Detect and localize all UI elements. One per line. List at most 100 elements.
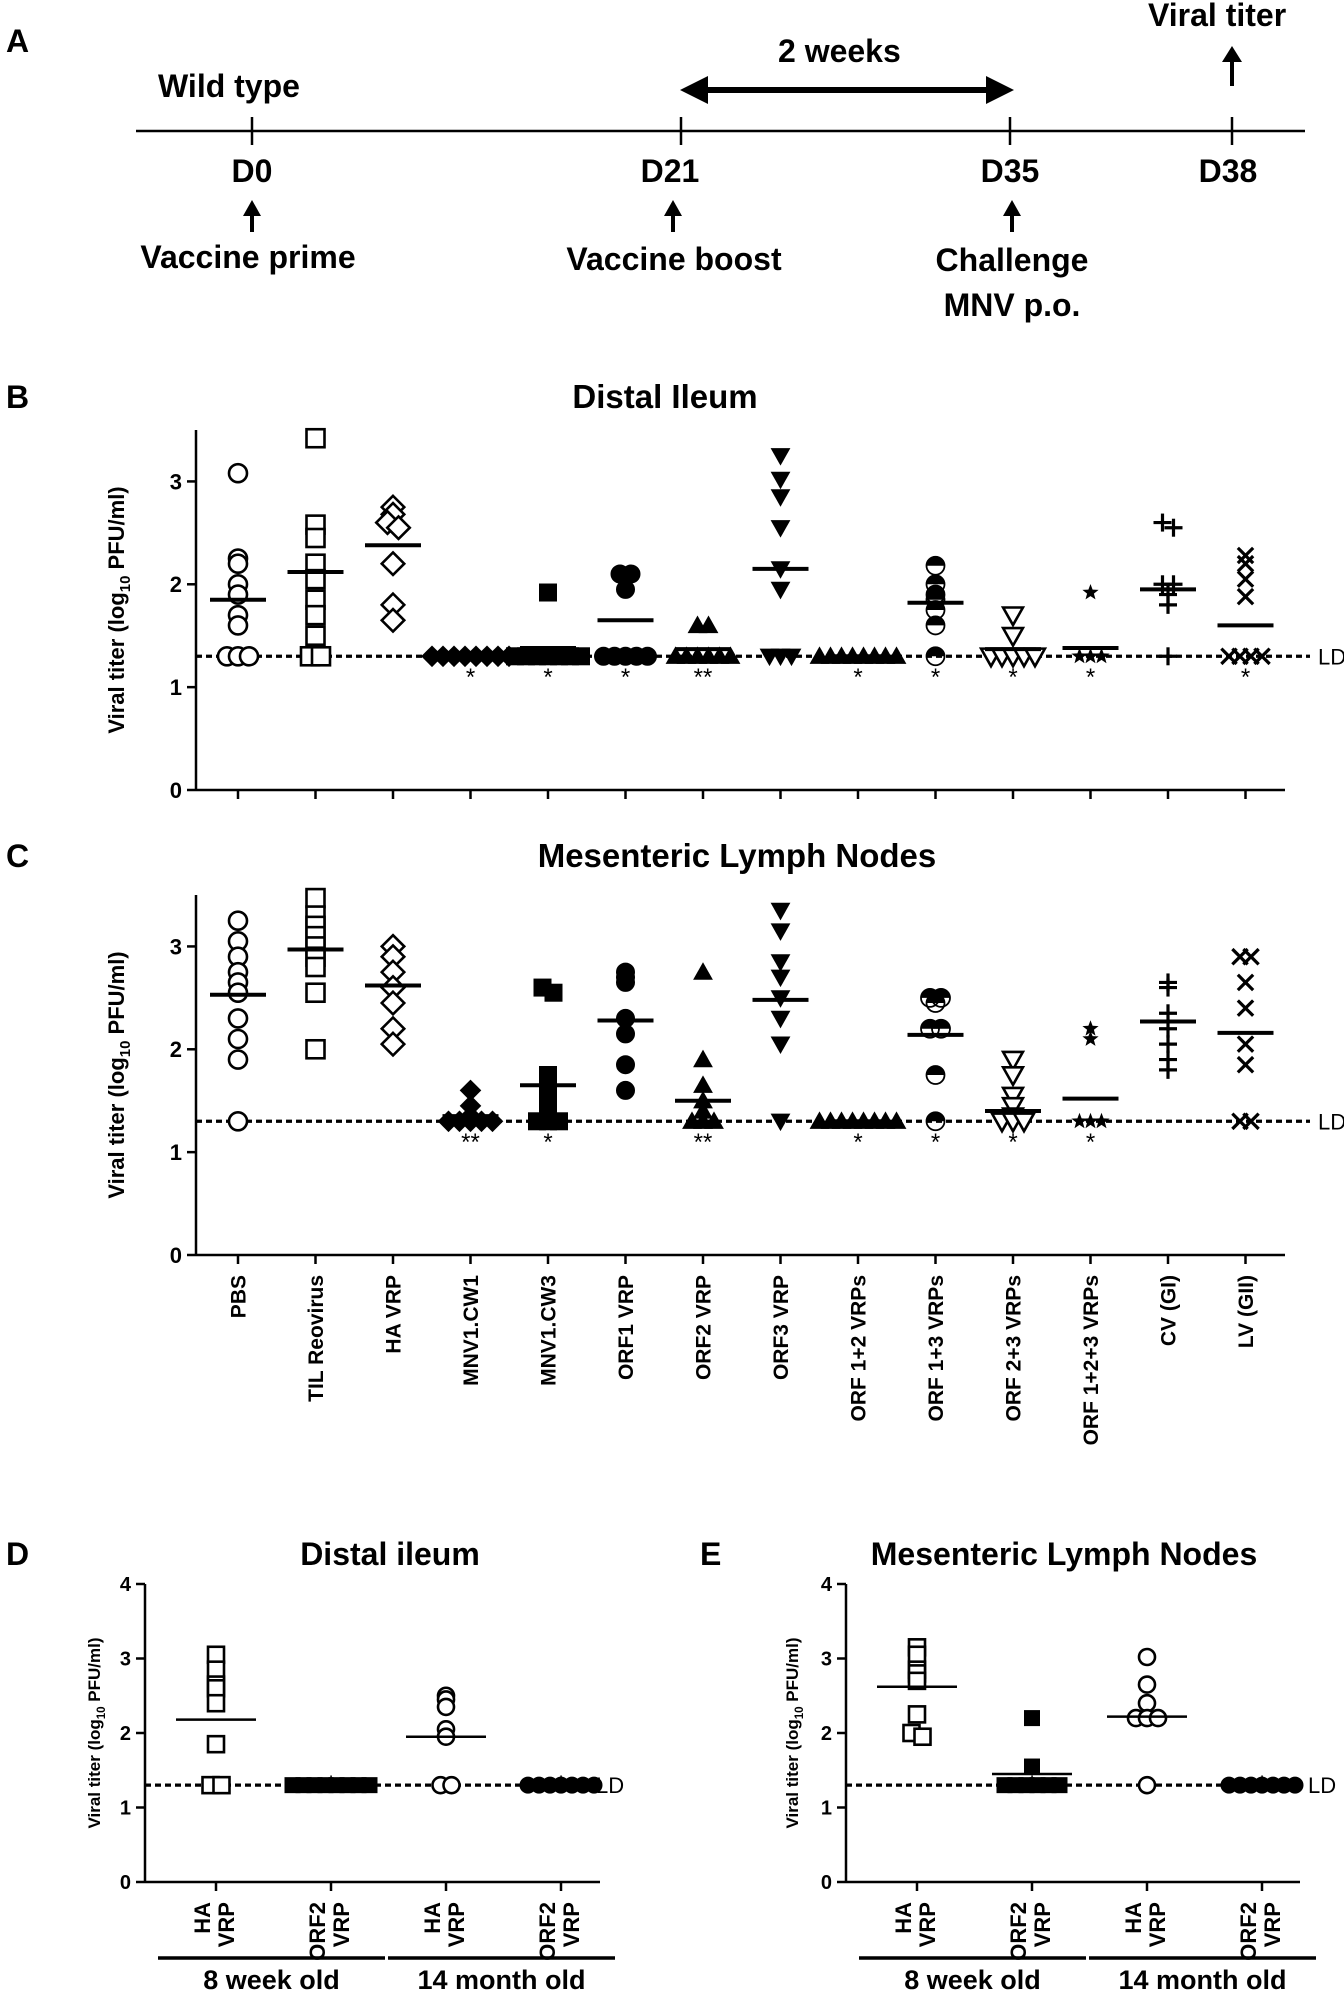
significance-mark: * xyxy=(1008,664,1017,691)
data-point-top xyxy=(926,1066,945,1075)
data-point xyxy=(1093,1112,1110,1129)
data-point xyxy=(206,1645,226,1665)
data-point xyxy=(227,1049,249,1070)
y-tick-label: 3 xyxy=(170,469,182,494)
data-point-b xyxy=(1236,999,1255,1017)
data-point xyxy=(770,581,791,600)
category-label: ORF3 VRP xyxy=(770,1275,793,1380)
data-point xyxy=(238,645,260,667)
significance-mark: * xyxy=(853,1129,862,1156)
data-point xyxy=(227,615,249,636)
data-point xyxy=(1000,1050,1026,1073)
data-point-top xyxy=(932,1019,950,1029)
y-tick-label: 0 xyxy=(170,1243,182,1268)
panel-b-chart: B Distal Ileum 0 1 2 3 Viral titer (log10 PFU/… xyxy=(6,378,1344,803)
data-point-top xyxy=(926,590,945,600)
data-point xyxy=(379,550,407,577)
data-point xyxy=(227,1110,249,1132)
data-point xyxy=(1137,1675,1157,1694)
data-point xyxy=(310,645,332,667)
data-point xyxy=(539,1096,557,1115)
data-point xyxy=(907,1671,927,1691)
data-point xyxy=(770,520,791,538)
data-point-b xyxy=(1236,973,1255,992)
significance-mark: * xyxy=(853,664,862,691)
data-point xyxy=(481,1110,504,1133)
data-point xyxy=(693,962,713,980)
category-label: ORF 2+3 VRPs xyxy=(1002,1275,1025,1421)
category-label: PBS xyxy=(227,1275,250,1318)
data-point xyxy=(212,1775,231,1795)
event-label-boost: Vaccine boost xyxy=(566,241,782,277)
y-tick-label: 0 xyxy=(821,1872,832,1894)
y-tick-label: 1 xyxy=(170,1140,182,1165)
panel-title: Distal Ileum xyxy=(572,378,757,415)
panel-d-chart: D Distal ileum 0 1 2 3 4 Viral titer (log10 PFU… xyxy=(6,1536,624,1995)
data-point xyxy=(544,983,563,1002)
day-label-d21: D21 xyxy=(641,153,700,189)
data-point xyxy=(1236,1035,1255,1053)
y-tick-label: 3 xyxy=(170,934,182,959)
data-point xyxy=(770,471,791,490)
category-label: VRP xyxy=(214,1902,239,1947)
data-point xyxy=(907,1645,927,1665)
detection-limit-label: LD xyxy=(1318,1109,1344,1134)
panel-letter: B xyxy=(6,379,29,415)
data-point-b xyxy=(1236,554,1255,573)
data-point xyxy=(1071,1112,1088,1129)
data-point xyxy=(925,993,946,1013)
significance-mark: ** xyxy=(694,664,713,691)
data-point xyxy=(227,910,249,932)
data-point xyxy=(693,1075,713,1093)
data-point xyxy=(1137,1647,1157,1667)
data-point xyxy=(385,514,412,541)
data-point xyxy=(305,1038,326,1060)
data-point xyxy=(931,1018,951,1039)
y-tick-label: 2 xyxy=(170,572,182,597)
data-point xyxy=(1071,647,1088,664)
data-point xyxy=(1082,1112,1099,1129)
y-tick-label: 4 xyxy=(821,1574,833,1596)
data-point xyxy=(305,527,326,549)
significance-mark: * xyxy=(556,1771,565,1798)
data-point xyxy=(1236,973,1255,992)
panel-letter: E xyxy=(700,1536,721,1572)
panel-title: Mesenteric Lymph Nodes xyxy=(871,1536,1257,1572)
event-label-challenge: Challenge xyxy=(936,242,1089,278)
significance-mark: ** xyxy=(694,1129,713,1156)
y-axis-label: Viral titer (log10 PFU/ml) xyxy=(783,1637,806,1828)
y-tick-label: 2 xyxy=(170,1037,182,1062)
data-point xyxy=(421,645,443,668)
category-label: HA xyxy=(1121,1902,1146,1934)
category-label: VRP xyxy=(1260,1902,1285,1947)
data-point xyxy=(227,1008,249,1029)
data-point xyxy=(770,1113,791,1132)
data-point xyxy=(1024,1710,1040,1727)
data-point xyxy=(770,489,791,507)
data-point xyxy=(1000,606,1026,628)
data-point xyxy=(693,1049,713,1068)
data-point xyxy=(770,1036,791,1055)
data-point xyxy=(770,902,791,921)
data-point xyxy=(1011,1112,1037,1134)
data-point xyxy=(770,923,791,941)
category-label: VRP xyxy=(915,1902,940,1947)
data-point xyxy=(1159,978,1177,997)
data-point xyxy=(442,1775,461,1795)
data-point-ring xyxy=(931,1018,951,1039)
y-axis-label: Viral titer (log10 PFU/ml) xyxy=(85,1637,108,1828)
data-point xyxy=(616,972,635,992)
category-label: ORF2 xyxy=(535,1902,560,1961)
category-label: ORF2 VRP xyxy=(692,1275,715,1380)
data-point-top xyxy=(926,647,945,657)
data-point-top xyxy=(926,994,945,1003)
data-point xyxy=(1236,554,1255,573)
data-point xyxy=(1159,1035,1177,1054)
group-label: 14 month old xyxy=(418,1965,586,1995)
day-label-d0: D0 xyxy=(232,153,273,189)
data-point xyxy=(886,1111,907,1129)
significance-mark: * xyxy=(1008,1129,1017,1156)
category-label: MNV1.CW1 xyxy=(460,1275,483,1386)
data-point xyxy=(1236,570,1255,588)
data-point xyxy=(1000,1066,1026,1088)
